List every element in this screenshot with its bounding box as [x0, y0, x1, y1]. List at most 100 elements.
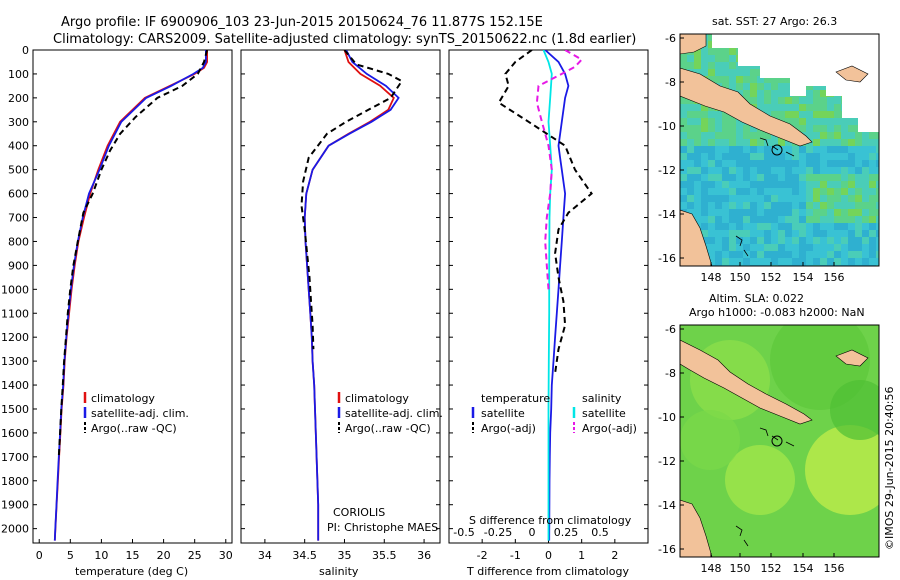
sst-cell	[764, 90, 771, 97]
sla-map	[680, 325, 879, 557]
sst-cell	[862, 230, 869, 237]
sst-cell	[827, 202, 834, 209]
map-y-tick-label: -8	[665, 76, 676, 89]
sst-cell	[876, 230, 879, 237]
sst-cell	[750, 258, 757, 265]
x-tick-label: 34.5	[292, 549, 317, 562]
sst-cell	[701, 104, 708, 111]
x-tick-label: 36	[417, 549, 431, 562]
sst-cell	[785, 244, 792, 251]
series-line-climatology	[53, 50, 209, 541]
sst-map-title: sat. SST: 27 Argo: 26.3	[712, 15, 837, 28]
sst-cell	[722, 76, 729, 83]
sst-cell	[764, 202, 771, 209]
sst-cell	[792, 202, 799, 209]
sst-map-cloud-mask	[712, 34, 879, 132]
sst-cell	[855, 216, 862, 223]
sst-cell	[848, 181, 855, 188]
sst-cell	[736, 69, 743, 76]
sst-cell	[834, 146, 841, 153]
sst-cell	[841, 132, 848, 139]
sst-cell	[687, 160, 694, 167]
salinity-plot-frame	[240, 49, 441, 544]
sst-cell	[848, 244, 855, 251]
sst-cell	[708, 34, 715, 41]
sst-cell	[694, 62, 701, 69]
sst-cell	[841, 174, 848, 181]
sst-cell	[820, 160, 827, 167]
sst-cell	[848, 118, 855, 125]
sst-cell	[736, 230, 743, 237]
legend-title-temperature: temperature	[481, 392, 550, 405]
sst-cell	[757, 132, 764, 139]
sst-cell	[813, 111, 820, 118]
sst-cell	[792, 118, 799, 125]
sst-cell	[750, 153, 757, 160]
sst-cell	[834, 202, 841, 209]
sst-cell	[701, 111, 708, 118]
sst-cell	[834, 230, 841, 237]
sst-cell	[764, 244, 771, 251]
sst-cell	[785, 209, 792, 216]
sst-cell	[701, 125, 708, 132]
sst-cell	[862, 251, 869, 258]
sst-cell	[855, 244, 862, 251]
sst-cell	[729, 195, 736, 202]
sst-cell	[736, 76, 743, 83]
sst-cell	[785, 181, 792, 188]
sst-cell	[694, 104, 701, 111]
sst-cell	[820, 230, 827, 237]
sst-cell	[694, 69, 701, 76]
sst-cell	[813, 188, 820, 195]
sst-cell	[771, 83, 778, 90]
sst-cell	[876, 202, 879, 209]
x-tick-label: 2	[611, 549, 618, 562]
sst-cell	[848, 153, 855, 160]
sst-cell	[827, 209, 834, 216]
sst-cell	[862, 146, 869, 153]
sst-cell	[771, 216, 778, 223]
sst-cell	[834, 174, 841, 181]
sst-cell	[708, 258, 715, 265]
sst-cell	[708, 195, 715, 202]
sst-cell	[680, 104, 687, 111]
sst-cell	[722, 160, 729, 167]
sst-cell	[792, 181, 799, 188]
sst-cell	[771, 237, 778, 244]
sst-cell	[736, 195, 743, 202]
sst-cell	[715, 111, 722, 118]
sst-cell	[869, 244, 876, 251]
sst-cell	[820, 90, 827, 97]
sst-cell	[834, 111, 841, 118]
sst-cell	[806, 223, 813, 230]
sst-cell	[799, 160, 806, 167]
difference-bottom-axis-label: T difference from climatology	[466, 565, 629, 578]
sst-cell	[708, 237, 715, 244]
sst-cell	[708, 69, 715, 76]
sst-cell	[729, 146, 736, 153]
sst-cell	[764, 251, 771, 258]
sst-cell	[743, 76, 750, 83]
sst-cell	[862, 258, 869, 265]
sst-cell	[687, 125, 694, 132]
sst-cell	[792, 223, 799, 230]
sst-cell	[806, 216, 813, 223]
sst-cell	[757, 209, 764, 216]
sst-cell	[694, 118, 701, 125]
sst-cell	[834, 195, 841, 202]
sst-cell	[715, 258, 722, 265]
sst-cell	[771, 202, 778, 209]
sst-cell	[813, 167, 820, 174]
sst-cell	[708, 139, 715, 146]
y-tick-label: 300	[8, 116, 29, 129]
sst-cell	[834, 118, 841, 125]
sst-cell	[806, 237, 813, 244]
sst-cell	[820, 118, 827, 125]
sst-cell	[799, 244, 806, 251]
map-x-tick-label: 152	[761, 562, 782, 575]
sst-cell	[827, 111, 834, 118]
sst-cell	[736, 167, 743, 174]
sst-cell	[841, 251, 848, 258]
sst-cell	[778, 153, 785, 160]
sst-cell	[701, 153, 708, 160]
